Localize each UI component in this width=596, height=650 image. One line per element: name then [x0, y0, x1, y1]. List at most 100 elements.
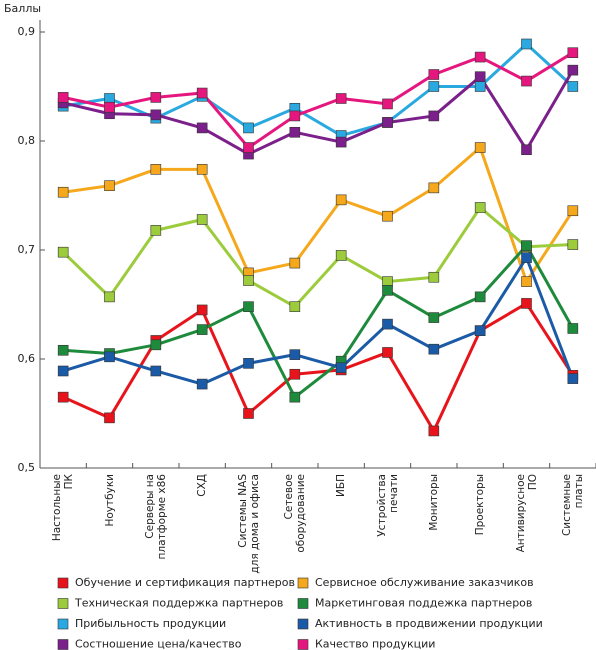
marker — [57, 246, 69, 258]
legend-label: Обучение и сертификация партнеров — [75, 576, 295, 589]
marker — [521, 252, 532, 263]
marker — [474, 291, 486, 303]
marker — [428, 271, 440, 283]
x-tick-label: Серверы на платформе x86 — [143, 474, 168, 560]
marker — [335, 362, 347, 374]
marker — [474, 71, 486, 82]
legend-swatch — [297, 639, 309, 650]
y-tick-label: 0,6 — [18, 352, 36, 365]
marker — [428, 182, 440, 194]
x-tick-label: Системы NAS для дома и офиса — [236, 474, 261, 574]
marker — [150, 109, 162, 121]
legend-label: Прибыльность продукции — [75, 617, 226, 630]
marker — [243, 408, 254, 419]
x-tick-label: Настольные ПК — [51, 474, 76, 542]
marker — [382, 347, 393, 358]
series-line — [62, 205, 573, 309]
marker — [567, 81, 579, 92]
marker — [104, 412, 115, 424]
marker — [196, 122, 208, 134]
y-tick-label: 0,7 — [18, 243, 36, 256]
x-tick-label: Ноутбуки — [103, 474, 116, 527]
legend-swatch — [57, 618, 69, 630]
marker — [567, 64, 579, 76]
y-tick-label: 0,8 — [18, 134, 36, 147]
marker — [474, 202, 486, 213]
marker — [474, 81, 486, 92]
legend-swatch — [57, 639, 69, 650]
marker — [428, 425, 440, 437]
marker — [382, 98, 393, 110]
y-tick-label: 0,9 — [18, 25, 36, 38]
series-line — [62, 301, 575, 433]
marker — [57, 186, 69, 198]
marker — [428, 81, 440, 92]
marker — [104, 291, 115, 303]
x-tick-label: ИБП — [335, 474, 348, 497]
marker — [335, 136, 347, 148]
marker — [521, 38, 532, 50]
marker — [150, 339, 162, 351]
marker — [474, 325, 486, 336]
marker — [428, 110, 440, 122]
marker — [57, 92, 69, 103]
marker — [289, 349, 301, 360]
y-tick-label: 0,5 — [18, 461, 36, 474]
series-line — [62, 69, 575, 156]
marker — [289, 391, 301, 403]
marker — [196, 304, 208, 316]
legend-swatch — [297, 618, 309, 630]
marker — [474, 142, 486, 153]
x-tick-label: Системные платы — [560, 474, 585, 537]
marker — [243, 122, 254, 134]
marker — [150, 365, 162, 377]
marker — [289, 301, 301, 312]
legend-label: Качество продукции — [315, 638, 435, 650]
marker — [150, 92, 162, 103]
marker — [243, 301, 254, 312]
marker — [382, 318, 393, 330]
marker — [567, 373, 579, 384]
marker — [521, 276, 532, 287]
marker — [57, 365, 69, 377]
x-tick-label: Антивирусное ПО — [514, 474, 539, 553]
marker — [335, 194, 347, 206]
marker — [150, 164, 162, 175]
marker — [567, 323, 579, 334]
marker — [196, 378, 208, 390]
marker — [521, 240, 532, 251]
marker — [57, 391, 69, 403]
marker — [289, 257, 301, 269]
marker — [289, 368, 301, 380]
marker — [567, 205, 579, 217]
marker — [335, 250, 347, 261]
legend-label: Состношение цена/качество — [75, 638, 242, 650]
marker — [382, 285, 393, 296]
x-tick-label: Устройства печати — [375, 474, 400, 537]
series-line — [63, 244, 575, 399]
marker — [382, 210, 393, 222]
legend-swatch — [297, 598, 309, 609]
legend-label: Активность в продвижении продукции — [315, 617, 543, 630]
legend-swatch — [57, 598, 69, 609]
legend-swatch — [57, 577, 69, 589]
y-axis-label: Баллы — [4, 2, 41, 15]
marker — [104, 101, 115, 113]
marker — [521, 144, 532, 156]
legend-label: Техническая поддержка партнеров — [74, 597, 283, 610]
marker — [196, 87, 208, 99]
marker — [428, 343, 440, 355]
x-tick-label: Сетевое оборудование — [282, 474, 307, 553]
marker — [474, 51, 486, 63]
series-line — [62, 146, 575, 284]
series-line — [62, 51, 574, 150]
series-line — [62, 42, 574, 138]
marker — [428, 69, 440, 80]
marker — [150, 225, 162, 236]
series-line — [62, 256, 575, 386]
marker — [335, 93, 347, 104]
marker — [243, 275, 254, 286]
marker — [57, 344, 69, 356]
